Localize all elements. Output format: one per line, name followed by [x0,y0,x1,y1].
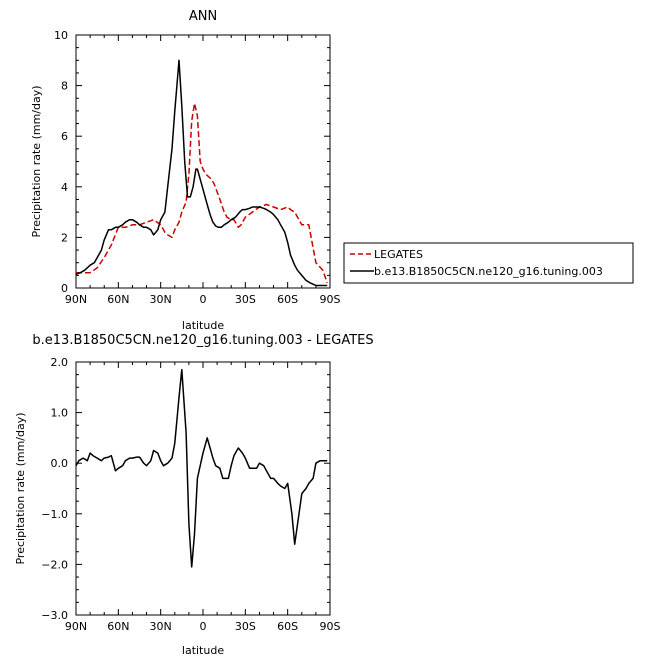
x-axis-label: latitude [182,644,224,657]
x-tick-label: 30S [235,620,256,633]
legend-label-2: b.e13.B1850C5CN.ne120_g16.tuning.003 [374,265,603,278]
x-tick-label: 60N [107,620,129,633]
y-tick-label: 4 [61,181,68,194]
chart-panel-2: b.e13.B1850C5CN.ne120_g16.tuning.003 - L… [14,333,374,657]
plot-frame [75,361,331,616]
plot-frame [75,34,331,289]
x-tick-label: 0 [200,620,207,633]
x-tick-label: 90N [65,293,87,306]
y-tick-label: 10 [54,29,68,42]
x-tick-label: 60S [277,620,298,633]
y-tick-label: 6 [61,130,68,143]
y-tick-label: 0 [61,282,68,295]
y-tick-label: 2.0 [51,356,69,369]
x-tick-label: 30N [150,620,172,633]
chart-panel-1: ANN 90N 60N 30N 0 30S 60S 90S latitude 0 2 4 6 8 10 Pre… [30,9,634,332]
y-axis: 0 2 4 6 8 10 [54,29,330,295]
x-axis: 90N 60N 30N 0 30S 60S 90S [65,35,341,306]
y-axis-label: Precipitation rate (mm/day) [30,85,43,237]
y-tick-label: 0.0 [51,457,69,470]
y-axis: −3.0 −2.0 −1.0 0.0 1.0 2.0 [41,356,330,622]
series-line-1 [76,102,328,284]
y-axis-label: Precipitation rate (mm/day) [14,412,27,564]
x-axis: 90N 60N 30N 0 30S 60S 90S [65,362,341,633]
chart-title: b.e13.B1850C5CN.ne120_g16.tuning.003 - L… [32,333,373,348]
chart-title: ANN [189,9,217,24]
x-axis-label: latitude [182,319,224,332]
legend-box [343,242,634,284]
y-tick-label: 2 [61,231,68,244]
legend: LEGATES b.e13.B1850C5CN.ne120_g16.tuning.… [343,242,634,284]
y-tick-label: −1.0 [41,508,68,521]
x-tick-label: 90S [320,620,341,633]
series-line-1 [75,368,328,568]
x-tick-label: 90S [320,293,341,306]
x-tick-label: 60N [107,293,129,306]
y-tick-label: 8 [61,80,68,93]
x-tick-label: 30S [235,293,256,306]
y-tick-label: 1.0 [51,407,69,420]
x-tick-label: 0 [200,293,207,306]
legend-label-1: LEGATES [374,248,423,261]
series-line-2 [75,59,328,287]
x-tick-label: 60S [277,293,298,306]
x-tick-label: 90N [65,620,87,633]
x-tick-label: 30N [150,293,172,306]
y-tick-label: −2.0 [41,558,68,571]
y-tick-label: −3.0 [41,609,68,622]
